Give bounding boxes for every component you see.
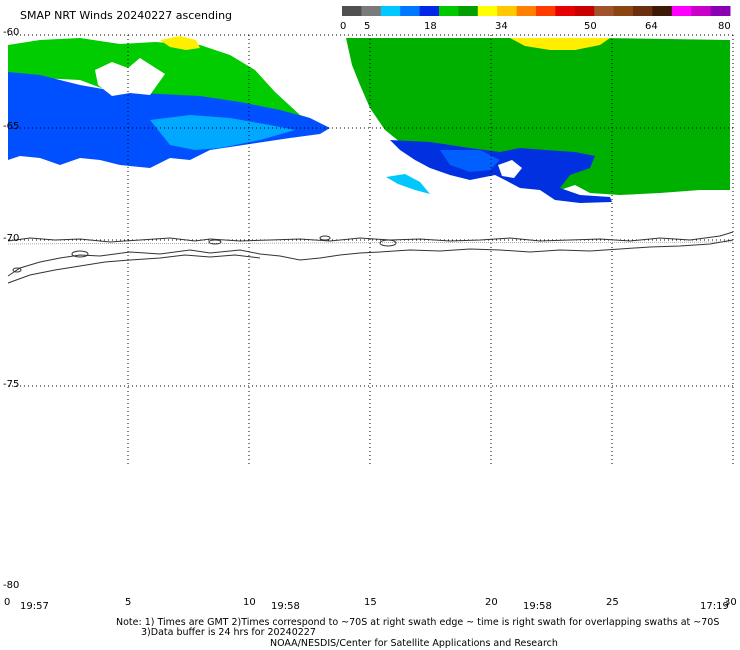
- wind-swath-right: [346, 38, 730, 203]
- colorbar-tick: 34: [495, 21, 508, 32]
- x-label: 15: [364, 597, 377, 608]
- colorbar-segment: [400, 6, 421, 16]
- wind-area-cyan-right: [386, 174, 430, 194]
- x-label: 10: [243, 597, 256, 608]
- note-line-2: 3)Data buffer is 24 hrs for 20240227: [141, 627, 316, 638]
- colorbar-segment: [555, 6, 576, 16]
- colorbar-tick: 5: [364, 21, 371, 32]
- colorbar-tick: 80: [718, 21, 731, 32]
- colorbar-segment: [439, 6, 459, 16]
- wind-area-yellow-right: [510, 38, 610, 50]
- note-line-3: NOAA/NESDIS/Center for Satellite Applica…: [270, 638, 558, 649]
- lat-label: -80: [3, 580, 20, 591]
- colorbar-tick: 18: [424, 21, 437, 32]
- x-label: 20: [485, 597, 498, 608]
- colorbar-segment: [419, 6, 440, 16]
- colorbar-segment: [652, 6, 673, 16]
- lat-label: -75: [3, 379, 20, 390]
- colorbar-segment: [380, 6, 401, 16]
- note-line-1: Note: 1) Times are GMT 2)Times correspon…: [116, 617, 720, 628]
- colorbar-segment: [594, 6, 615, 16]
- wind-gap-left: [95, 58, 165, 96]
- colorbar-segment: [613, 6, 634, 16]
- lat-label: -70: [3, 233, 20, 244]
- colorbar-segment: [536, 6, 556, 16]
- coastline-hatch: [7, 241, 734, 245]
- x-label: 5: [125, 597, 132, 608]
- colorbar-segment: [710, 6, 731, 16]
- colorbar-segment: [574, 6, 595, 16]
- x-label: 30: [724, 597, 737, 608]
- wind-area-green-right: [346, 38, 730, 195]
- colorbar-segment: [691, 6, 712, 16]
- colorbar-segment: [516, 6, 537, 16]
- colorbar-tick: 50: [584, 21, 597, 32]
- wind-swath-left: [8, 36, 330, 168]
- time-label: 19:58: [523, 601, 552, 612]
- colorbar-segment: [497, 6, 518, 16]
- colorbar-tick: 64: [645, 21, 658, 32]
- colorbar-segment: [342, 6, 362, 16]
- colorbar-segment: [458, 6, 479, 16]
- colorbar-segment: [671, 6, 692, 16]
- time-label: 19:57: [20, 601, 49, 612]
- time-label: 19:58: [271, 601, 300, 612]
- x-label: 0: [4, 597, 11, 608]
- colorbar-segment: [633, 6, 653, 16]
- colorbar-segment: [477, 6, 498, 16]
- colorbar-tick: 0: [340, 21, 347, 32]
- lat-label: -65: [3, 121, 20, 132]
- wind-gap-right: [498, 160, 522, 178]
- wind-area-lightblue-right: [440, 150, 500, 172]
- lat-label: -60: [3, 27, 20, 38]
- x-label: 25: [606, 597, 619, 608]
- colorbar-segment: [361, 6, 382, 16]
- time-label: 17:19: [700, 601, 729, 612]
- colorbar: [342, 6, 731, 16]
- wind-area-yellow-left: [160, 36, 200, 50]
- wind-area-lightblue-left: [150, 115, 295, 150]
- page-title: SMAP NRT Winds 20240227 ascending: [20, 9, 233, 22]
